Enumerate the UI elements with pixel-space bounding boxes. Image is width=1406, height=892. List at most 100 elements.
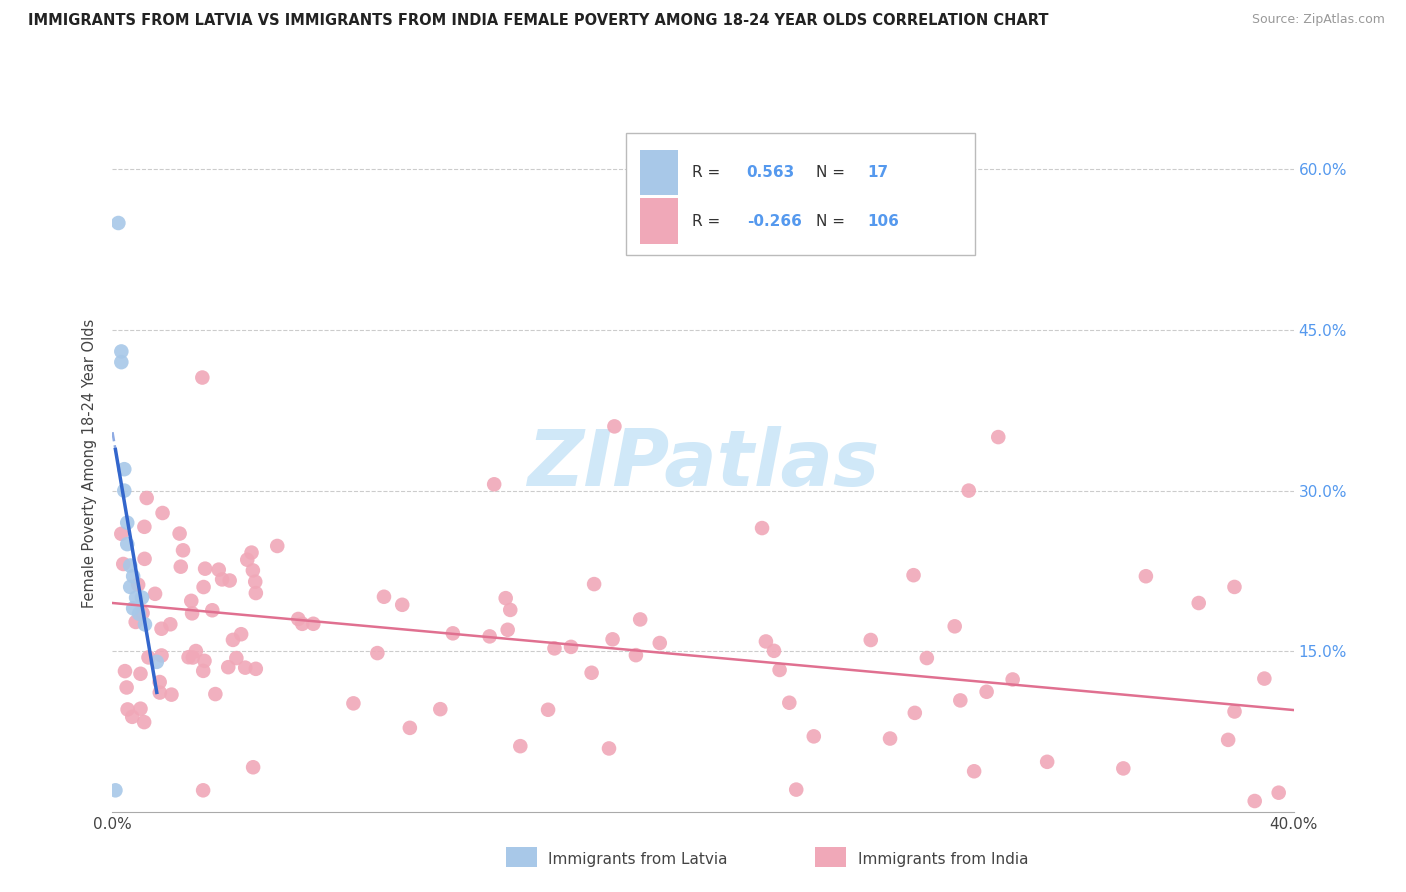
Point — [391, 598, 413, 612]
Point — [191, 783, 214, 797]
Point — [496, 623, 519, 637]
Text: ZIPatlas: ZIPatlas — [527, 425, 879, 502]
Point — [193, 664, 215, 678]
Point — [117, 516, 138, 530]
Point — [107, 216, 129, 230]
Point — [291, 616, 314, 631]
Point — [803, 730, 825, 744]
Point — [150, 622, 173, 636]
Point — [134, 617, 156, 632]
Point — [117, 537, 138, 551]
Point — [1223, 580, 1246, 594]
Point — [208, 563, 231, 577]
Point — [217, 660, 239, 674]
Point — [1135, 569, 1157, 583]
Point — [134, 552, 156, 566]
Point — [957, 483, 980, 498]
Point — [134, 715, 156, 730]
Text: 0.563: 0.563 — [747, 165, 794, 180]
Point — [193, 580, 215, 594]
Point — [128, 607, 150, 621]
Point — [225, 651, 247, 665]
Point — [1112, 761, 1135, 775]
Point — [110, 526, 132, 541]
Point — [560, 640, 582, 654]
Point — [177, 650, 200, 665]
Point — [218, 574, 240, 588]
Point — [482, 477, 505, 491]
Point — [976, 685, 998, 699]
Point — [127, 578, 149, 592]
Point — [240, 546, 263, 560]
Point — [537, 703, 560, 717]
Point — [603, 419, 626, 434]
Point — [1253, 672, 1275, 686]
Y-axis label: Female Poverty Among 18-24 Year Olds: Female Poverty Among 18-24 Year Olds — [82, 319, 97, 608]
Text: Immigrants from Latvia: Immigrants from Latvia — [548, 852, 728, 867]
Point — [499, 603, 522, 617]
Point — [628, 612, 651, 626]
Bar — [640, 198, 678, 244]
Point — [112, 462, 135, 476]
Point — [152, 506, 174, 520]
Point — [785, 782, 807, 797]
Point — [904, 706, 927, 720]
Point — [110, 344, 132, 359]
Point — [495, 591, 517, 606]
Point — [120, 558, 142, 573]
Point — [624, 648, 647, 662]
Point — [222, 632, 245, 647]
Point — [762, 644, 785, 658]
Point — [751, 521, 773, 535]
Point — [245, 586, 267, 600]
Point — [181, 650, 204, 665]
Point — [122, 601, 145, 615]
Point — [236, 552, 259, 566]
Point — [1001, 673, 1024, 687]
Point — [233, 660, 256, 674]
Point — [114, 664, 136, 678]
Point — [112, 557, 135, 571]
Point — [138, 650, 160, 665]
Text: N =: N = — [817, 165, 851, 180]
Point — [104, 783, 127, 797]
Point — [149, 685, 172, 699]
Point — [943, 619, 966, 633]
Point — [112, 483, 135, 498]
Point — [543, 641, 565, 656]
Point — [859, 632, 882, 647]
Point — [342, 697, 364, 711]
Point — [184, 644, 207, 658]
Point — [134, 520, 156, 534]
Point — [1036, 755, 1059, 769]
Text: Source: ZipAtlas.com: Source: ZipAtlas.com — [1251, 13, 1385, 27]
Point — [170, 559, 193, 574]
Point — [245, 574, 267, 589]
Point — [172, 543, 194, 558]
Point — [149, 675, 172, 690]
Point — [915, 651, 938, 665]
Point — [287, 612, 309, 626]
Point — [160, 688, 183, 702]
Point — [509, 739, 531, 754]
Point — [478, 629, 501, 643]
Text: R =: R = — [692, 213, 725, 228]
Point — [110, 355, 132, 369]
Text: IMMIGRANTS FROM LATVIA VS IMMIGRANTS FROM INDIA FEMALE POVERTY AMONG 18-24 YEAR : IMMIGRANTS FROM LATVIA VS IMMIGRANTS FRO… — [28, 13, 1049, 29]
Point — [1267, 786, 1289, 800]
Point — [159, 617, 181, 632]
Point — [1243, 794, 1265, 808]
Point — [242, 563, 264, 577]
Point — [117, 702, 139, 716]
Point — [429, 702, 451, 716]
Point — [879, 731, 901, 746]
Point — [398, 721, 420, 735]
Point — [211, 573, 233, 587]
Point — [987, 430, 1010, 444]
Point — [903, 568, 925, 582]
Point — [180, 594, 202, 608]
Point — [191, 370, 214, 384]
Point — [768, 663, 790, 677]
Point — [129, 702, 152, 716]
Point — [231, 627, 253, 641]
